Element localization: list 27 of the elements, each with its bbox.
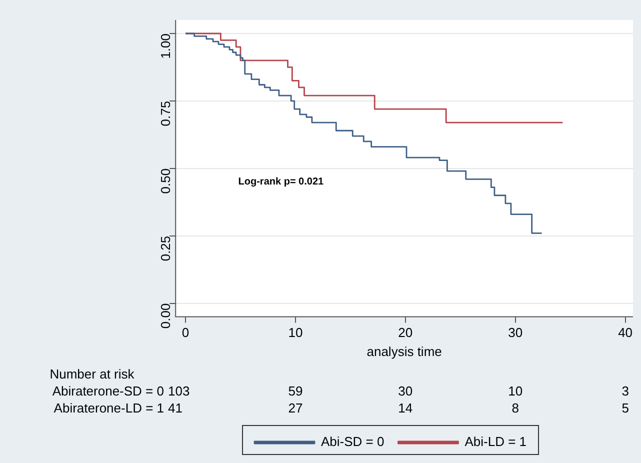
text: Number at risk (50, 366, 135, 382)
text: 5 (622, 400, 629, 416)
text: 103 (168, 383, 190, 398)
y-tick-label: 1.00 (158, 33, 174, 59)
text: 41 (168, 400, 182, 416)
x-axis-title: analysis time (366, 344, 442, 359)
text: 14 (398, 400, 413, 416)
x-tick-label: 20 (398, 325, 413, 340)
x-tick-label: 30 (508, 325, 523, 340)
text: 3 (622, 383, 629, 398)
y-tick-label: 0.75 (158, 100, 174, 126)
y-tick-label: 0.50 (158, 168, 174, 194)
text: 27 (288, 400, 303, 416)
y-tick-label: 0.00 (158, 303, 174, 329)
text: Abiraterone-LD = 1 (54, 400, 164, 416)
text: Abiraterone-SD = 0 (52, 383, 164, 398)
text: 8 (512, 400, 519, 416)
text: 59 (288, 383, 303, 398)
x-tick-label: 0 (182, 325, 190, 340)
legend-label: Abi-SD = 0 (321, 434, 384, 450)
x-tick-label: 40 (618, 325, 633, 340)
text: 30 (398, 383, 413, 398)
x-tick-label: 10 (288, 325, 303, 340)
text: 10 (508, 383, 523, 398)
legend-label: Abi-LD = 1 (464, 434, 527, 450)
annotation: Log-rank p= 0.021 (238, 176, 324, 188)
y-tick-label: 0.25 (158, 236, 174, 262)
